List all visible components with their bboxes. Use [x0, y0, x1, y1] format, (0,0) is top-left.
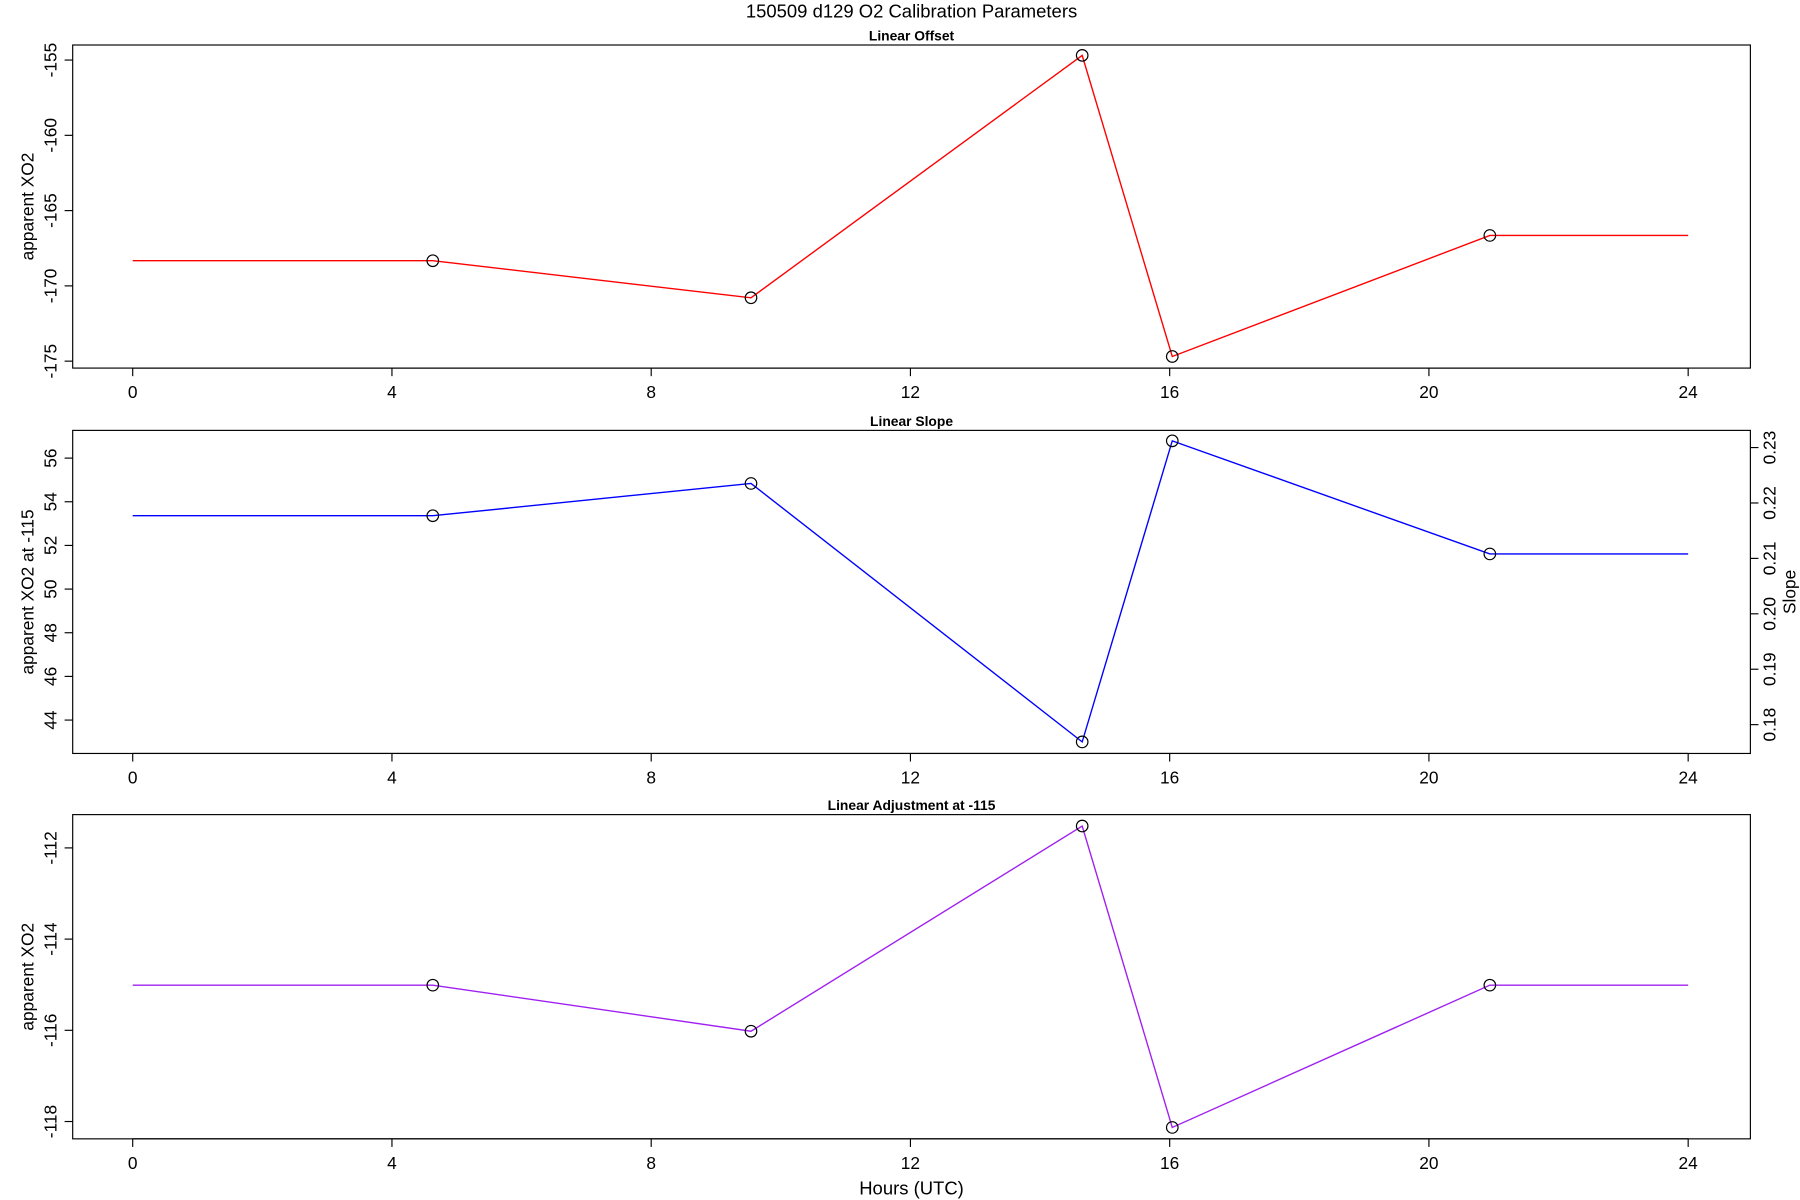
y2-tick-label: 0.19	[1760, 652, 1780, 686]
x-tick-label: 0	[128, 382, 138, 402]
data-point	[1165, 1121, 1179, 1134]
y-tick-label: -114	[40, 922, 60, 956]
x-tick-label: 20	[1419, 382, 1438, 402]
panel-title: Linear Slope	[870, 413, 953, 429]
data-point	[1483, 978, 1497, 992]
y-axis-label: apparent XO2	[17, 153, 37, 261]
data-point	[744, 291, 758, 305]
y-tick-label: -165	[40, 193, 60, 228]
x-tick-label: 12	[901, 1153, 920, 1173]
x-tick-label: 4	[387, 1153, 397, 1173]
y-tick-label: 52	[40, 536, 60, 555]
y-tick-label: -175	[40, 344, 60, 379]
x-tick-label: 4	[387, 767, 397, 787]
data-line	[132, 824, 1689, 1129]
data-point	[1075, 49, 1089, 62]
panel-title: Linear Offset	[869, 28, 955, 44]
x-tick-label: 0	[128, 1153, 138, 1173]
x-tick-label: 20	[1419, 1153, 1438, 1173]
y2-tick-label: 0.23	[1760, 431, 1780, 465]
panel-title: Linear Adjustment at -115	[828, 797, 996, 813]
y-tick-label: -112	[40, 831, 60, 864]
x-tick-label: 20	[1419, 767, 1438, 787]
data-point	[426, 254, 440, 268]
y-tick-label: -118	[40, 1105, 60, 1138]
x-tick-label: 16	[1160, 382, 1179, 402]
x-axis-label: Hours (UTC)	[859, 1177, 964, 1198]
x-tick-label: 8	[646, 382, 656, 402]
x-tick-label: 8	[646, 767, 656, 787]
y-axis-label: apparent XO2	[17, 923, 37, 1031]
y-tick-label: 56	[40, 448, 60, 467]
y-axis-label: apparent XO2 at -115	[17, 509, 37, 674]
y2-tick-label: 0.21	[1760, 542, 1780, 576]
plot-frame	[72, 814, 1751, 1140]
data-point	[1075, 735, 1089, 749]
y2-tick-label: 0.18	[1760, 708, 1780, 742]
x-tick-label: 0	[128, 767, 138, 787]
data-point	[1075, 819, 1089, 833]
x-tick-label: 16	[1160, 1153, 1179, 1173]
data-point	[1165, 434, 1179, 448]
y-tick-label: 54	[40, 492, 60, 512]
x-tick-label: 12	[901, 382, 920, 402]
data-point	[744, 1024, 758, 1038]
y-tick-label: 50	[40, 579, 60, 598]
x-tick-label: 24	[1679, 1153, 1699, 1173]
data-point	[1165, 350, 1179, 363]
plot-frame	[72, 429, 1751, 755]
x-tick-label: 4	[387, 382, 397, 402]
y-tick-label: -116	[40, 1014, 60, 1047]
y-tick-label: 48	[40, 623, 60, 642]
x-tick-label: 12	[901, 767, 920, 787]
x-tick-label: 16	[1160, 767, 1179, 787]
data-point	[426, 978, 440, 992]
figure-title: 150509 d129 O2 Calibration Parameters	[746, 1, 1077, 22]
y-tick-label: 46	[40, 667, 60, 686]
data-point	[1483, 547, 1497, 561]
y-tick-label: -170	[40, 269, 60, 304]
y-tick-label: -155	[40, 43, 60, 78]
data-line	[132, 439, 1689, 744]
x-tick-label: 24	[1679, 767, 1699, 787]
y-tick-label: -160	[40, 118, 60, 153]
data-point	[744, 477, 758, 490]
plot-frame	[72, 44, 1751, 369]
x-tick-label: 24	[1679, 382, 1699, 402]
x-tick-label: 8	[646, 1153, 656, 1173]
data-point	[1483, 229, 1497, 242]
data-line	[132, 54, 1689, 358]
y-tick-label: 44	[40, 710, 60, 730]
data-point	[426, 509, 440, 523]
y2-tick-label: 0.20	[1760, 597, 1780, 631]
y2-axis-label: Slope	[1779, 570, 1799, 614]
y2-tick-label: 0.22	[1760, 486, 1780, 520]
